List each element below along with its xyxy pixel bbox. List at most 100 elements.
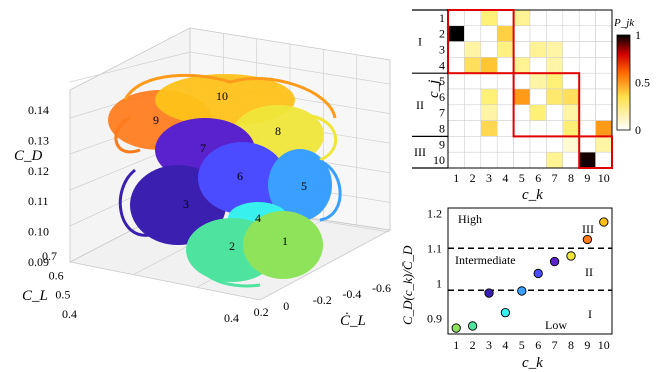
heatmap-x-tick: 6 [535, 171, 541, 185]
region-label-low: Low [545, 318, 567, 332]
x-tick-label-3d: -0.6 [372, 281, 391, 295]
cluster-label-9: 9 [153, 113, 159, 127]
scatter-point-9 [582, 234, 593, 245]
heatmap-cell [562, 9, 580, 27]
cluster-cloud [108, 73, 342, 288]
heatmap-cell [513, 151, 531, 169]
cluster-label-8: 8 [275, 124, 281, 138]
colorbar-tick: 0 [635, 123, 641, 137]
scatter-frame [447, 207, 613, 335]
scatter-x-tick: 9 [584, 338, 590, 352]
cluster-label-3: 3 [183, 197, 189, 211]
z-tick-label: 0.11 [28, 194, 49, 208]
cluster-label-1: 1 [282, 234, 288, 248]
heatmap-cells [447, 9, 613, 169]
heatmap-cell [464, 9, 482, 27]
grid-line [189, 51, 391, 85]
scatter-points [451, 217, 609, 333]
scatter-point-2 [467, 321, 478, 331]
heatmap-cell [496, 136, 514, 153]
heatmap-cell [513, 136, 531, 153]
heatmap-cell [546, 88, 564, 106]
scatter-x-label: c_k [522, 355, 543, 371]
region-label-high: High [458, 212, 482, 226]
y-tick-label-3d: 0.7 [42, 249, 57, 263]
scatter-x-tick: 3 [486, 338, 492, 352]
heatmap-x-tick: 10 [598, 171, 610, 185]
heatmap-y-tick: 8 [439, 122, 445, 136]
scatter-y-tick: 1.2 [427, 206, 442, 220]
heatmap-cell [513, 104, 531, 121]
heatmap-cell [480, 104, 498, 121]
heatmap-cell [464, 136, 482, 153]
cluster-label-10: 10 [216, 89, 228, 103]
cluster-label-7: 7 [200, 141, 206, 155]
heatmap-cell [480, 120, 498, 137]
heatmap-cell [513, 25, 531, 42]
heatmap-cell [595, 88, 613, 106]
heatmap-cell [529, 72, 547, 90]
scatter-x-tick: 2 [470, 338, 476, 352]
heatmap-cell [480, 88, 498, 106]
heatmap-cell [496, 57, 514, 74]
heatmap-cell [595, 151, 613, 169]
y-tick-label-3d: 0.6 [49, 268, 64, 282]
heatmap-cell [562, 72, 580, 90]
scatter-y-tick: 1.1 [427, 241, 442, 255]
x-tick-label-3d: 0.4 [224, 311, 239, 325]
heatmap-cell [513, 120, 531, 137]
trajectory-loop [196, 249, 261, 288]
heatmap-y-tick: 5 [439, 74, 445, 88]
trajectory-loop [114, 116, 141, 154]
heatmap-cell [464, 57, 482, 74]
heatmap-cell [464, 104, 482, 121]
heatmap-cell [447, 25, 465, 42]
heatmap-cell [447, 136, 465, 153]
heatmap-cell [562, 104, 580, 121]
x-tick-label-3d: -0.4 [342, 287, 361, 301]
x-tick-label-3d: 0 [283, 299, 289, 313]
group-box-II [512, 72, 581, 138]
heatmap-x-tick: 8 [568, 171, 574, 185]
heatmap-x-tick: 2 [470, 171, 476, 185]
heatmap-x-ticks: 1 2 3 4 5 6 7 8 9 10 [453, 171, 610, 185]
heatmap-cell [447, 104, 465, 121]
heatmap-y-tick: 6 [439, 90, 445, 104]
heatmap-cell [595, 104, 613, 121]
z-tick-label: 0.10 [28, 225, 49, 239]
scatter-x-tick: 5 [519, 338, 525, 352]
heatmap-cell [447, 120, 465, 137]
heatmap-cell [464, 120, 482, 137]
heatmap-cell [480, 136, 498, 153]
cluster-6-blob [198, 142, 286, 214]
colorbar-tick: 1 [635, 28, 641, 42]
heatmap-cell [496, 151, 514, 169]
heatmap-cell [480, 25, 498, 42]
heatmap-cell [562, 57, 580, 74]
z-tick-label: 0.09 [28, 255, 49, 269]
heatmap-cell [578, 41, 596, 58]
scatter-point-1 [451, 323, 461, 333]
heatmap-x-tick: 7 [552, 171, 558, 185]
heatmap-cell [447, 9, 465, 27]
heatmap-cell [578, 104, 596, 121]
heatmap-y-tick: 9 [439, 137, 445, 151]
scatter-point-3 [484, 288, 494, 298]
y-axis-ticks-3d: 0.4 0.5 0.6 0.7 [42, 249, 77, 321]
y-tick-label-3d: 0.4 [62, 307, 77, 321]
trajectory-loop [304, 113, 338, 162]
x-tick-label-3d: -0.2 [313, 293, 332, 307]
heatmap-cell [562, 151, 580, 169]
scatter-x-tick: 8 [568, 338, 574, 352]
cluster-label-4: 4 [255, 211, 261, 225]
heatmap-cell [480, 151, 498, 169]
scatter-point-7 [549, 256, 560, 267]
heatmap-cell [480, 9, 498, 27]
x-axis-ticks-3d: -0.6 -0.4 -0.2 0 0.2 0.4 [224, 281, 391, 325]
heatmap-cell [480, 57, 498, 74]
heatmap-cell [480, 72, 498, 90]
scatter-y-tick: 1 [436, 276, 442, 290]
heatmap-cell [496, 104, 514, 121]
group-label-II: II [585, 265, 593, 279]
